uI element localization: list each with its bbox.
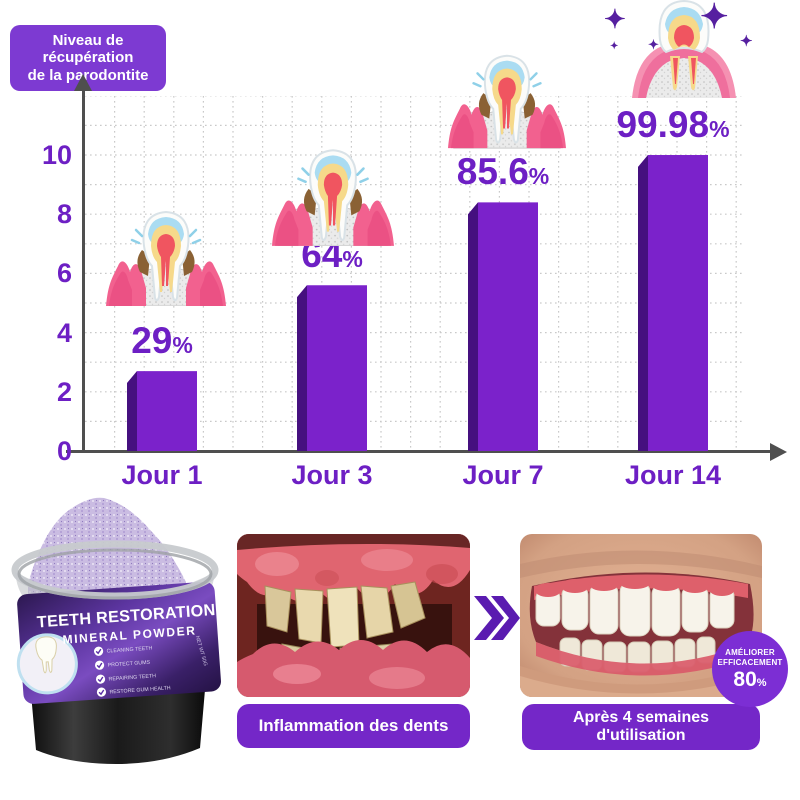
feature-item: REPAIRING TEETH [108, 673, 156, 682]
bar-group-jour-1: 29% Jour 1 [121, 96, 202, 490]
feature-item: CLEANING TEETH [106, 645, 152, 654]
feature-list: CLEANING TEETH PROTECT GUMS REPAIRING TE… [94, 645, 171, 697]
sparkle-icon: ✦ [740, 33, 753, 50]
tooth-anatomy-inflamed-icon [106, 204, 226, 306]
y-axis-tick-label: 10 [41, 140, 72, 170]
y-axis-tick-label: 2 [56, 376, 72, 407]
bar-value-label: 99.98% [616, 104, 730, 145]
double-chevron-right-icon [474, 596, 520, 640]
bar-value-label: 29% [131, 320, 193, 362]
bar-jour-7 [468, 202, 538, 451]
product-label: TEETH RESTORATION MINERAL POWDER CLEANIN… [16, 581, 221, 704]
tooth-anatomy-inflamed-icon [272, 142, 394, 246]
x-axis-arrow-icon [770, 443, 787, 461]
bar-group-jour-3: 64% Jour 3 [291, 96, 372, 490]
bar-series: 29% Jour 1 64% Jour 3 85.6% Jour 7 99.98… [85, 96, 745, 490]
y-axis-tick-label: 6 [56, 258, 72, 289]
x-axis-category-label: Jour 7 [462, 460, 544, 490]
bar-group-jour-7: 85.6% Jour 7 [457, 96, 549, 490]
sparkle-icon: ✦ [604, 4, 626, 34]
y-axis-tick-label: 8 [56, 199, 72, 230]
checkmark-icon [96, 662, 103, 669]
checkmark-icon [98, 689, 105, 696]
feature-item: PROTECT GUMS [107, 660, 150, 669]
sparkle-icon: ✦ [700, 0, 729, 36]
bar-jour-3 [297, 285, 367, 451]
sparkle-icon: ✦ [648, 37, 659, 52]
x-axis-category-label: Jour 3 [291, 460, 373, 490]
recovery-bar-chart: Niveau de récupération de la parodontite… [10, 0, 787, 490]
y-axis-tick-label: 0 [56, 436, 72, 466]
jar-glass-rim [11, 540, 219, 600]
y-axis-tick-label: 4 [56, 317, 72, 348]
tooth-logo-icon [35, 636, 57, 674]
x-axis-line [66, 450, 772, 453]
bar-group-jour-14: 99.98% Jour 14 [616, 96, 729, 490]
before-photo [237, 534, 470, 697]
tooth-anatomy-inflamed-icon [448, 46, 566, 150]
after-photo [520, 534, 762, 697]
after-caption: Après 4 semaines d'utilisation [522, 704, 760, 750]
tooth-logo-circle [16, 633, 78, 695]
bar-jour-14 [638, 155, 708, 451]
before-caption: Inflammation des dents [237, 704, 470, 748]
feature-item: RESTORE GUM HEALTH [109, 685, 171, 695]
bar-jour-1 [127, 371, 197, 451]
sparkle-icon: ✦ [610, 41, 619, 52]
y-axis-line [82, 88, 85, 453]
efficacy-badge-text: AMÉLIORER [725, 648, 775, 658]
efficacy-badge: AMÉLIORER EFFICACEMENT 80% [712, 631, 788, 707]
bar-value-label: 85.6% [456, 151, 550, 193]
product-jar-image: TEETH RESTORATION MINERAL POWDER CLEANIN… [11, 497, 221, 764]
chart-title-line: Niveau de [52, 32, 124, 49]
chart-title-line: récupération [42, 49, 134, 67]
y-axis-arrow-icon [74, 74, 92, 91]
efficacy-badge-value: 80% [733, 667, 767, 691]
checkmark-icon [97, 676, 104, 683]
x-axis-category-label: Jour 1 [121, 460, 203, 490]
x-axis-category-label: Jour 14 [624, 460, 722, 490]
checkmark-icon [95, 648, 102, 655]
efficacy-badge-text: EFFICACEMENT [717, 657, 783, 667]
